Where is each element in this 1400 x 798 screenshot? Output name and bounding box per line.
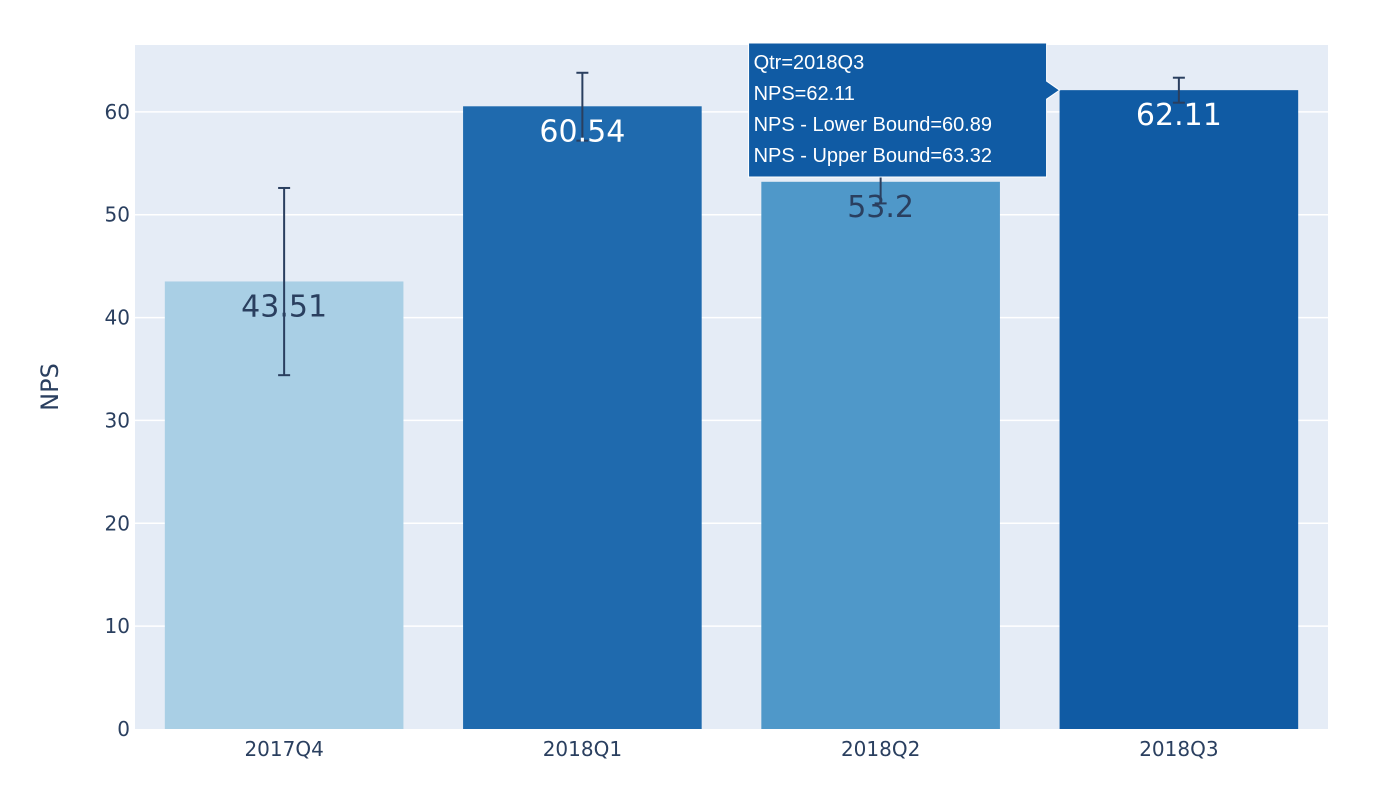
hover-box-background <box>748 42 1061 178</box>
hover-tooltip: Qtr=2018Q3 NPS=62.11 NPS - Lower Bound=60.… <box>748 42 1061 178</box>
y-axis-title: NPS <box>36 363 64 411</box>
y-tick-label: 30 <box>105 408 130 432</box>
y-tick-label: 10 <box>105 614 130 638</box>
hover-line: Qtr=2018Q3 <box>754 52 865 74</box>
bar-value-label: 60.54 <box>539 114 625 149</box>
error-bar <box>576 71 589 142</box>
x-tick-label: 2018Q2 <box>841 737 920 761</box>
bar <box>761 181 1000 730</box>
y-tick-label: 0 <box>117 717 130 741</box>
bar-value-label: 53.2 <box>847 190 914 225</box>
y-tick-label: 20 <box>105 511 130 535</box>
bar-value-label: 43.51 <box>241 289 327 324</box>
hover-line: NPS - Upper Bound=63.32 <box>754 145 993 167</box>
y-tick-label: 50 <box>105 203 130 227</box>
hover-box: Qtr=2018Q3 NPS=62.11 NPS - Lower Bound=60.… <box>748 42 1061 178</box>
bar-labels: 43.51 60.54 53.2 62.11 <box>241 98 1222 324</box>
y-axis-ticks: 0 10 20 30 40 50 60 <box>105 100 130 741</box>
bar-value-label: 62.11 <box>1136 98 1222 133</box>
hover-line: NPS=62.11 <box>754 83 855 105</box>
x-axis-ticks: 2017Q4 2018Q1 2018Q2 2018Q3 <box>244 737 1218 761</box>
x-tick-label: 2018Q3 <box>1139 737 1218 761</box>
bar <box>463 106 702 729</box>
y-tick-label: 60 <box>105 100 130 124</box>
y-tick-label: 40 <box>105 306 130 330</box>
x-tick-label: 2017Q4 <box>244 737 323 761</box>
error-bar <box>1172 76 1185 104</box>
hover-line: NPS - Lower Bound=60.89 <box>754 114 993 136</box>
error-bar <box>278 186 291 377</box>
x-tick-label: 2018Q1 <box>543 737 622 761</box>
bar <box>1059 90 1299 729</box>
